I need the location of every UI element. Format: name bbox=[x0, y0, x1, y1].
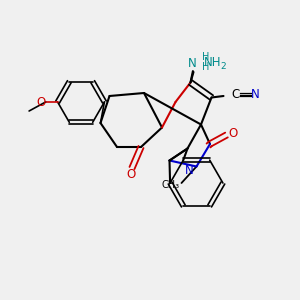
Text: H: H bbox=[202, 62, 209, 73]
Text: N: N bbox=[251, 88, 260, 101]
Text: 2: 2 bbox=[221, 62, 226, 71]
Text: NH: NH bbox=[204, 56, 221, 70]
Text: O: O bbox=[37, 95, 46, 109]
Text: O: O bbox=[126, 168, 135, 181]
Text: O: O bbox=[229, 127, 238, 140]
Text: CH₃: CH₃ bbox=[162, 179, 180, 190]
Text: C: C bbox=[231, 88, 240, 101]
Text: H: H bbox=[202, 52, 209, 62]
Text: N: N bbox=[188, 56, 196, 70]
Text: N: N bbox=[184, 164, 194, 177]
